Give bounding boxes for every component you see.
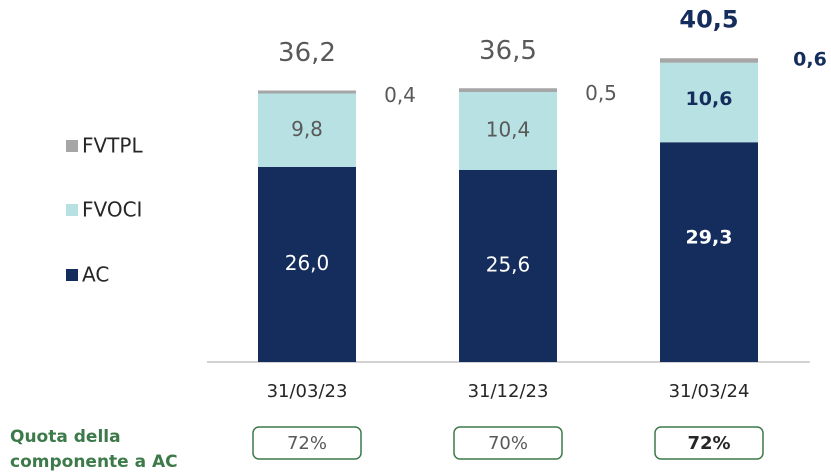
bar-segment bbox=[660, 142, 758, 362]
share-box bbox=[252, 426, 362, 460]
bar-segment bbox=[258, 90, 356, 94]
share-label: 72% bbox=[287, 433, 327, 454]
legend-swatch bbox=[66, 269, 78, 281]
legend-label: AC bbox=[82, 263, 109, 287]
legend-label: FVOCI bbox=[82, 198, 142, 222]
share-box bbox=[654, 426, 764, 460]
share-label: 70% bbox=[488, 433, 528, 454]
bar-segment bbox=[459, 92, 557, 170]
bar-segment bbox=[459, 88, 557, 92]
bar-value-label: 0,5 bbox=[585, 81, 617, 105]
bar-value-label: 29,3 bbox=[686, 227, 733, 249]
bar-value-label: 0,6 bbox=[793, 49, 827, 71]
total-label: 36,5 bbox=[479, 36, 537, 66]
bar-value-label: 0,4 bbox=[384, 83, 416, 107]
bar-value-label: 26,0 bbox=[285, 251, 330, 275]
bar-segment bbox=[660, 58, 758, 63]
legend-label: FVTPL bbox=[82, 134, 143, 158]
bar-value-label: 25,6 bbox=[486, 253, 531, 277]
bar-segment bbox=[459, 170, 557, 362]
x-tick-label: 31/12/23 bbox=[468, 381, 549, 402]
x-tick-label: 31/03/24 bbox=[669, 381, 750, 402]
x-tick-label: 31/03/23 bbox=[267, 381, 348, 402]
bar-segment bbox=[258, 167, 356, 362]
share-title: Quota della bbox=[10, 427, 121, 447]
bar-value-label: 10,6 bbox=[686, 88, 733, 110]
share-title: componente a AC bbox=[10, 452, 178, 472]
share-label: 72% bbox=[687, 433, 730, 454]
bar-value-label: 10,4 bbox=[486, 118, 531, 142]
total-label: 36,2 bbox=[278, 38, 336, 68]
bar-value-label: 9,8 bbox=[291, 117, 323, 141]
legend-swatch bbox=[66, 204, 78, 216]
bar-segment bbox=[660, 62, 758, 143]
share-box bbox=[453, 426, 563, 460]
bar-segment bbox=[258, 93, 356, 167]
total-label: 40,5 bbox=[679, 5, 738, 33]
legend-swatch bbox=[66, 140, 78, 152]
